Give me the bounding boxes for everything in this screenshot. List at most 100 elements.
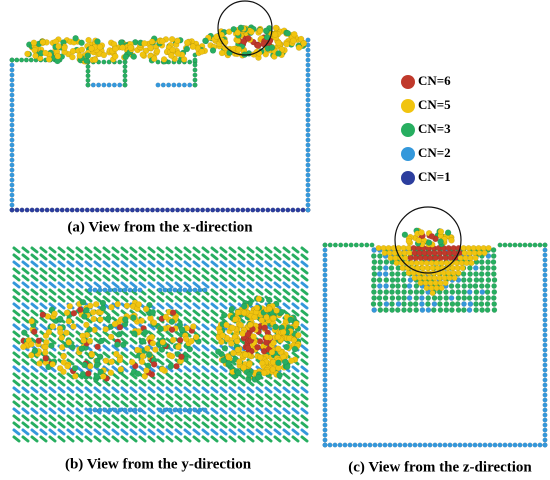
bond [264, 407, 273, 415]
atom [195, 207, 201, 213]
atom [437, 301, 443, 307]
atom [537, 442, 543, 448]
bond [282, 407, 291, 415]
caption: (c) View from the z-direction [348, 459, 532, 475]
atom [322, 312, 328, 318]
atom [210, 207, 216, 213]
atom [417, 280, 424, 286]
atom [253, 304, 261, 312]
bond [156, 274, 165, 282]
atom [215, 207, 221, 213]
bond [273, 260, 282, 268]
atom [255, 295, 263, 302]
atom [274, 333, 282, 341]
atom [397, 442, 403, 448]
atom [305, 197, 311, 203]
atom [177, 407, 183, 413]
atom [215, 348, 222, 355]
atom [283, 343, 290, 351]
atom [137, 407, 143, 413]
atom [417, 442, 423, 448]
bond [201, 323, 210, 331]
bond [57, 274, 66, 282]
bond [165, 365, 174, 373]
atom [419, 265, 426, 271]
atom [31, 47, 38, 54]
bond [255, 435, 264, 443]
atom [9, 87, 15, 93]
bond [255, 379, 264, 387]
bond [201, 295, 210, 303]
bond [183, 316, 192, 324]
atom [107, 287, 113, 293]
bond [21, 400, 30, 408]
bond [174, 379, 183, 387]
bond [147, 288, 156, 296]
bond [264, 267, 273, 275]
atom [487, 442, 493, 448]
atom [255, 207, 261, 213]
bond [165, 435, 174, 443]
atom [542, 327, 548, 333]
atom [107, 369, 115, 376]
bond [300, 330, 309, 338]
bond [111, 386, 120, 394]
bond [228, 274, 237, 282]
bond [21, 288, 30, 296]
bond [129, 253, 138, 261]
atom [89, 207, 95, 213]
atom [479, 307, 485, 313]
atom [342, 442, 348, 448]
atom [381, 250, 388, 256]
bond [75, 421, 84, 429]
atom [287, 316, 294, 323]
atom [385, 245, 392, 251]
bond [300, 365, 309, 373]
bond [48, 400, 57, 408]
atom [522, 442, 528, 448]
bond [102, 386, 111, 394]
atom [122, 53, 129, 61]
bond [192, 414, 201, 422]
atom [9, 137, 15, 143]
atom [9, 72, 15, 78]
atom [9, 127, 15, 133]
atom [240, 309, 248, 316]
bond [147, 400, 156, 408]
bond [291, 428, 300, 436]
atom [9, 157, 15, 163]
atom [181, 82, 187, 88]
bond [291, 435, 300, 443]
bond [75, 260, 84, 268]
bond [57, 295, 66, 303]
atom [187, 59, 193, 65]
atom [407, 255, 414, 261]
bond [111, 421, 120, 429]
bond [39, 386, 48, 394]
bond [57, 407, 66, 415]
atom [429, 290, 436, 296]
bond [156, 302, 165, 310]
bond [66, 267, 75, 275]
bond [273, 393, 282, 401]
bond [102, 421, 111, 429]
atom [192, 287, 198, 293]
atom [290, 336, 298, 344]
atom [542, 397, 548, 403]
atom [288, 357, 295, 364]
bond [282, 246, 291, 254]
atom [202, 287, 208, 293]
atom [157, 325, 164, 333]
bond [282, 274, 291, 282]
atom [322, 292, 328, 298]
bond [12, 365, 21, 373]
bond [30, 428, 39, 436]
bond [21, 246, 30, 254]
bond [75, 316, 84, 324]
bond [300, 372, 309, 380]
atom [484, 301, 491, 307]
atom [51, 310, 58, 317]
atom [155, 207, 160, 213]
bond [183, 400, 192, 408]
bond [147, 414, 156, 422]
